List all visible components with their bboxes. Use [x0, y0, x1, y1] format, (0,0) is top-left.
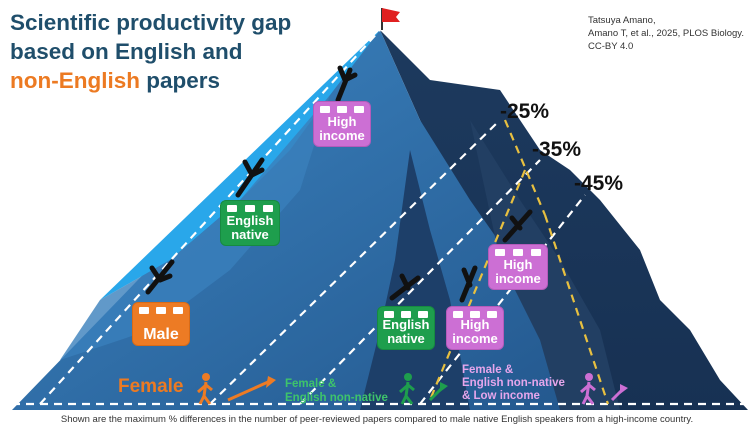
mountain-left-face: [100, 30, 380, 300]
cabin-label-line-2: native: [231, 227, 269, 242]
cabin-label-line-1: English: [382, 317, 430, 332]
label-line-2: English non-native: [285, 392, 388, 404]
cabin-male: Male: [132, 302, 190, 346]
title-line-3: non-English papers: [10, 66, 291, 95]
title-highlight: non-English: [10, 68, 140, 93]
title-line-3-rest: papers: [139, 68, 221, 93]
label-line-1: Female &: [462, 364, 514, 376]
credit-author: Tatsuya Amano,: [588, 15, 656, 26]
cabin-high-income-right: High income: [488, 244, 548, 290]
start-label-female: Female: [118, 376, 184, 397]
cabin-high-income-top: High income: [313, 101, 371, 147]
title-line-2: based on English and: [10, 39, 243, 64]
cabin-label-line-1: High: [327, 114, 357, 129]
credit-citation: Amano T, et al., 2025, PLOS Biology.: [588, 28, 744, 39]
cabin-label-line-2: income: [319, 128, 365, 143]
cabin-english-native-left: English native: [220, 200, 280, 246]
gap-label-25: -25%: [500, 100, 550, 123]
credit-license: CC-BY 4.0: [588, 41, 634, 52]
cabin-label-line-1: English: [226, 213, 274, 228]
label-line-3: & Low income: [462, 390, 540, 402]
summit-flag-icon: [381, 8, 400, 30]
female-low-income-hiker-icon: [580, 373, 596, 405]
label-line-1: Female &: [285, 378, 337, 390]
cabin-label-line-1: High: [503, 257, 533, 272]
cabin-label-line-1: High: [460, 317, 490, 332]
figure-caption: Shown are the maximum % differences in t…: [60, 414, 694, 425]
page-title: Scientific productivity gap based on Eng…: [10, 8, 291, 95]
cabin-label-line-2: income: [495, 271, 541, 286]
route-lines: [12, 29, 744, 406]
start-label-female-low-income: Female & English non-native & Low income: [462, 364, 565, 403]
female-non-native-hiker-icon: [399, 373, 415, 405]
gap-label-35: -35%: [532, 138, 582, 161]
cable-car-hangers: [145, 65, 533, 303]
gap-lines: [428, 119, 610, 405]
title-line-1: Scientific productivity gap: [10, 10, 292, 35]
mountain-left-shadow: [60, 95, 330, 360]
cabin-label-line-2: income: [452, 331, 498, 346]
female-hiker-icon: [197, 373, 213, 405]
cabin-english-native-mid: English native: [377, 306, 435, 350]
credit-block: Tatsuya Amano, Amano T, et al., 2025, PL…: [588, 14, 744, 53]
label-line-2: English non-native: [462, 377, 565, 389]
cabin-label-line-2: native: [387, 331, 425, 346]
cabin-label: Male: [143, 326, 179, 343]
start-label-female-non-native: Female & English non-native: [285, 377, 388, 405]
gap-label-45: -45%: [574, 172, 624, 195]
cabin-high-income-mid: High income: [446, 306, 504, 350]
trend-arrow-icon: [227, 376, 628, 402]
